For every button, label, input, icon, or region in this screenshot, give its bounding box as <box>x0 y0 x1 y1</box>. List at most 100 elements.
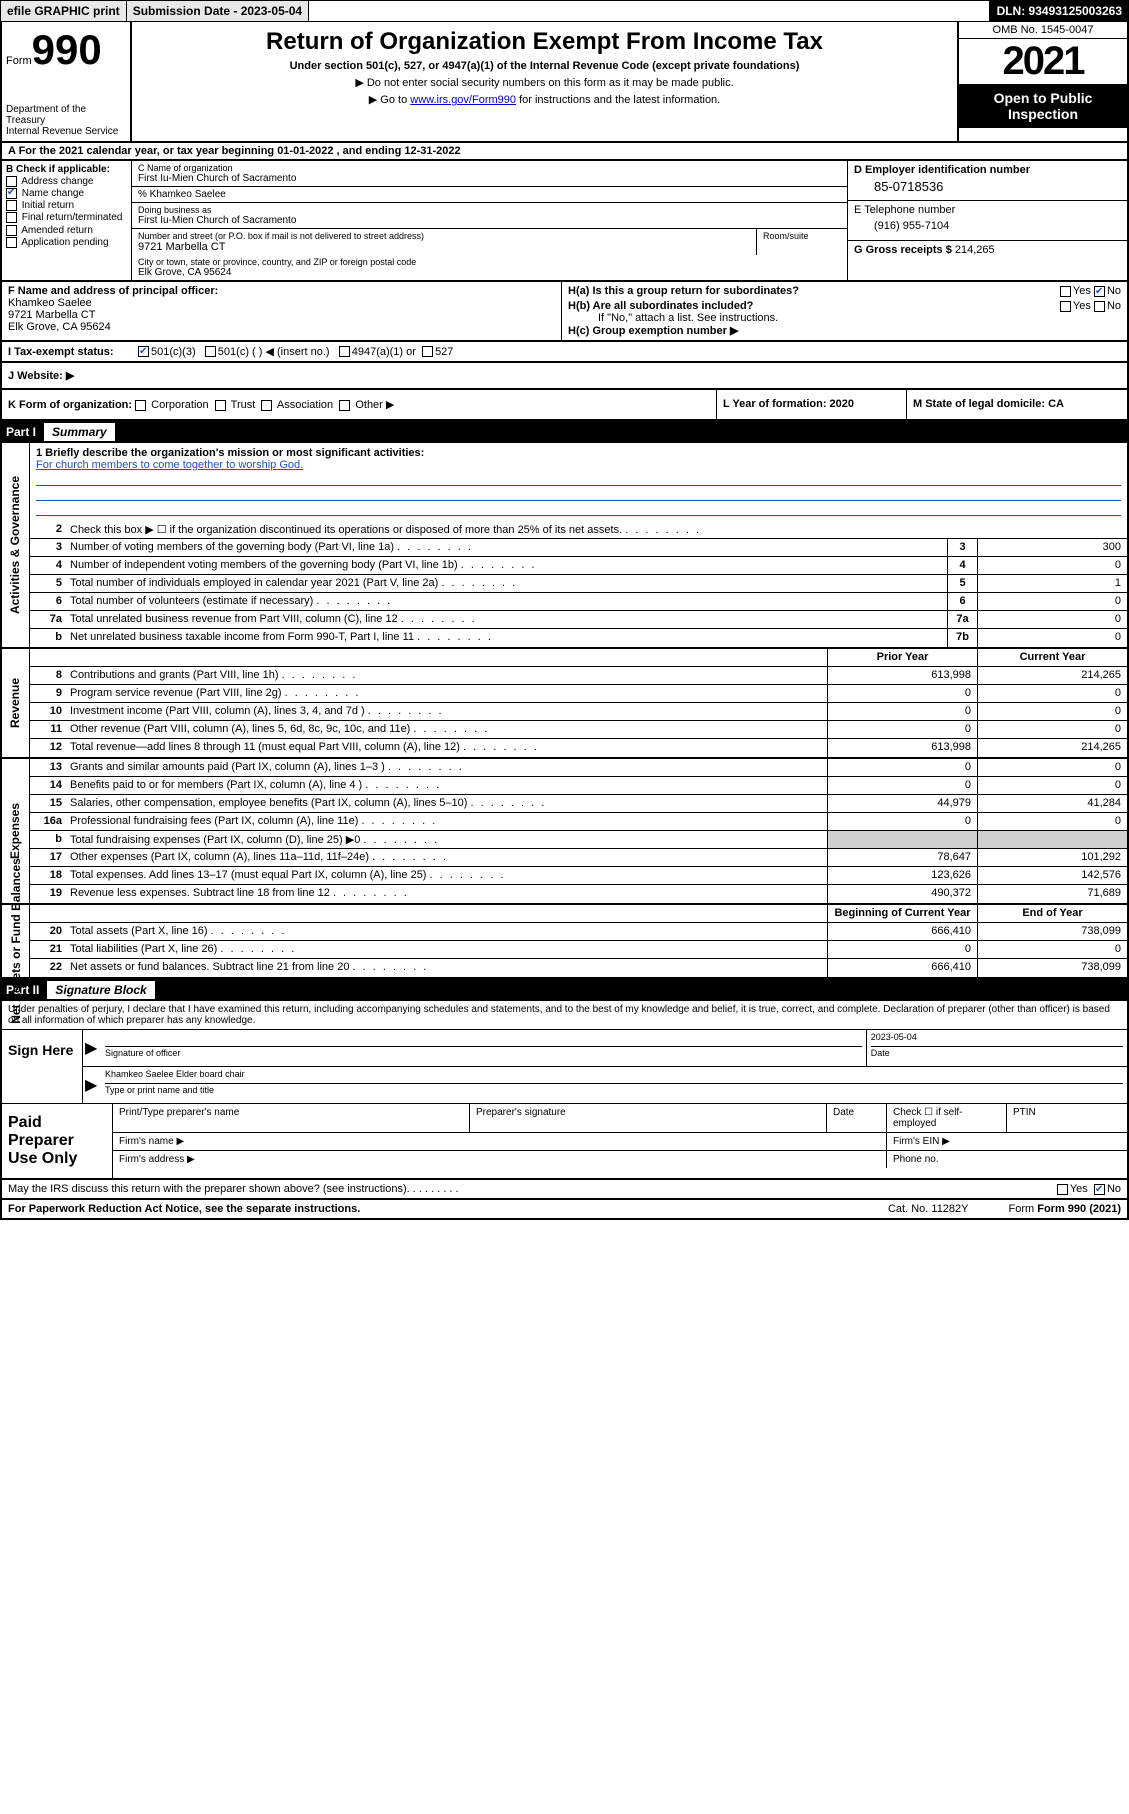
section-b-item[interactable]: Name change <box>6 188 127 199</box>
summary-row: 7aTotal unrelated business revenue from … <box>30 611 1127 629</box>
discuss-no-checkbox[interactable] <box>1094 1184 1105 1195</box>
summary-row: 9Program service revenue (Part VIII, lin… <box>30 685 1127 703</box>
i-501c-checkbox[interactable] <box>205 346 216 357</box>
section-h: H(a) Is this a group return for subordin… <box>562 282 1127 340</box>
ptin-cell[interactable]: PTIN <box>1007 1104 1127 1132</box>
section-b-item[interactable]: Application pending <box>6 237 127 248</box>
revenue-header-row: Prior Year Current Year <box>30 649 1127 667</box>
dba-label: Doing business as <box>138 205 841 215</box>
part-1-label: Part I <box>6 425 44 439</box>
k-opt-0: Corporation <box>151 399 208 411</box>
summary-row: 22Net assets or fund balances. Subtract … <box>30 959 1127 977</box>
i-501c3-checkbox[interactable] <box>138 346 149 357</box>
i-opt-2: 4947(a)(1) or <box>352 346 416 358</box>
i-opt-3: 527 <box>435 346 453 358</box>
revenue-tab: Revenue <box>2 649 30 757</box>
part-1-bar: Part I Summary <box>0 421 1129 443</box>
summary-row: 2Check this box ▶ ☐ if the organization … <box>30 521 1127 539</box>
section-deg: D Employer identification number 85-0718… <box>847 161 1127 280</box>
cat-no: Cat. No. 11282Y <box>888 1203 969 1215</box>
street-row: Number and street (or P.O. box if mail i… <box>132 229 847 255</box>
section-j: J Website: ▶ <box>0 363 1129 390</box>
dba-value: First Iu-Mien Church of Sacramento <box>138 215 841 226</box>
summary-row: 13Grants and similar amounts paid (Part … <box>30 759 1127 777</box>
discuss-dots: . . . . . . . . . <box>407 1183 459 1195</box>
ha-no: No <box>1107 285 1121 297</box>
summary-row: 4Number of independent voting members of… <box>30 557 1127 575</box>
expenses-tab-label: Expenses <box>9 803 23 859</box>
netassets-header-row: Beginning of Current Year End of Year <box>30 905 1127 923</box>
k-trust-checkbox[interactable] <box>215 400 226 411</box>
netassets-tab: Net Assets or Fund Balances <box>2 905 30 977</box>
prep-sig-cell[interactable]: Preparer's signature <box>470 1104 827 1132</box>
summary-row: 6Total number of volunteers (estimate if… <box>30 593 1127 611</box>
summary-row: 16aProfessional fundraising fees (Part I… <box>30 813 1127 831</box>
officer-sig-field[interactable]: Signature of officer <box>101 1030 867 1066</box>
form990-link[interactable]: www.irs.gov/Form990 <box>410 94 516 106</box>
note2-pre: ▶ Go to <box>369 94 410 106</box>
section-b-item[interactable]: Amended return <box>6 225 127 236</box>
sign-here-grid: Sign Here ▶ Signature of officer 2023-05… <box>2 1029 1127 1103</box>
k-assoc-checkbox[interactable] <box>261 400 272 411</box>
expenses-section: Expenses 13Grants and similar amounts pa… <box>0 759 1129 905</box>
k-corp-checkbox[interactable] <box>135 400 146 411</box>
firm-phone-cell[interactable]: Phone no. <box>887 1151 1127 1168</box>
i-527-checkbox[interactable] <box>422 346 433 357</box>
top-toolbar: efile GRAPHIC print Submission Date - 20… <box>0 0 1129 22</box>
org-name-label: C Name of organization <box>138 163 841 173</box>
h-b-label: H(b) Are all subordinates included? <box>568 300 753 312</box>
section-b-item[interactable]: Final return/terminated <box>6 212 127 223</box>
summary-row: 10Investment income (Part VIII, column (… <box>30 703 1127 721</box>
sig-date-value: 2023-05-04 <box>871 1032 1123 1046</box>
form-word: Form <box>6 55 32 67</box>
ha-no-checkbox[interactable] <box>1094 286 1105 297</box>
section-k: K Form of organization: Corporation Trus… <box>2 390 717 419</box>
form-note-1: ▶ Do not enter social security numbers o… <box>138 76 951 89</box>
paperwork-notice: For Paperwork Reduction Act Notice, see … <box>8 1203 360 1215</box>
discuss-row: May the IRS discuss this return with the… <box>0 1180 1129 1200</box>
discuss-yes-checkbox[interactable] <box>1057 1184 1068 1195</box>
i-4947-checkbox[interactable] <box>339 346 350 357</box>
officer-name: Khamkeo Saelee <box>8 297 92 309</box>
section-b-item[interactable]: Address change <box>6 176 127 187</box>
section-b-item[interactable]: Initial return <box>6 200 127 211</box>
officer-sig-label: Signature of officer <box>105 1046 862 1058</box>
self-employed-cell[interactable]: Check ☐ if self-employed <box>887 1104 1007 1132</box>
sig-date-field: 2023-05-04Date <box>867 1030 1127 1066</box>
form-year-block: OMB No. 1545-0047 2021 Open to Public In… <box>957 22 1127 141</box>
prior-year-header: Prior Year <box>827 649 977 666</box>
section-b-label: B Check if applicable: <box>6 164 127 175</box>
i-opt-0: 501(c)(3) <box>151 346 196 358</box>
ein-value: 85-0718536 <box>854 179 1121 194</box>
k-opt-2: Association <box>277 399 333 411</box>
tax-period-text: A For the 2021 calendar year, or tax yea… <box>8 145 461 157</box>
mission-block: 1 Briefly describe the organization's mi… <box>30 443 1127 521</box>
summary-row: bNet unrelated business taxable income f… <box>30 629 1127 647</box>
governance-tab-label: Activities & Governance <box>9 476 23 614</box>
section-m: M State of legal domicile: CA <box>907 390 1127 419</box>
care-of-row: % Khamkeo Saelee <box>132 187 847 203</box>
hb-yes-checkbox[interactable] <box>1060 301 1071 312</box>
discuss-yes: Yes <box>1070 1183 1088 1195</box>
firm-name-cell[interactable]: Firm's name ▶ <box>113 1133 887 1150</box>
k-label: K Form of organization: <box>8 399 132 411</box>
form-number-block: Form990 Department of the Treasury Inter… <box>2 22 132 141</box>
revenue-tab-label: Revenue <box>9 678 23 728</box>
part-2-title: Signature Block <box>47 981 154 999</box>
prep-name-cell[interactable]: Print/Type preparer's name <box>113 1104 470 1132</box>
gross-value: 214,265 <box>955 244 995 256</box>
l-label: L Year of formation: 2020 <box>723 398 854 410</box>
m-label: M State of legal domicile: CA <box>913 398 1064 410</box>
hb-no-checkbox[interactable] <box>1094 301 1105 312</box>
firm-addr-cell[interactable]: Firm's address ▶ <box>113 1151 887 1168</box>
firm-ein-cell[interactable]: Firm's EIN ▶ <box>887 1133 1127 1150</box>
efile-print-button[interactable]: efile GRAPHIC print <box>1 1 127 21</box>
org-name-row: C Name of organization First Iu-Mien Chu… <box>132 161 847 187</box>
summary-row: 8Contributions and grants (Part VIII, li… <box>30 667 1127 685</box>
prep-date-cell[interactable]: Date <box>827 1104 887 1132</box>
k-other-checkbox[interactable] <box>339 400 350 411</box>
discuss-no: No <box>1107 1183 1121 1195</box>
street-value: 9721 Marbella CT <box>138 241 750 253</box>
ha-yes-checkbox[interactable] <box>1060 286 1071 297</box>
form-note-2: ▶ Go to www.irs.gov/Form990 for instruct… <box>138 93 951 106</box>
